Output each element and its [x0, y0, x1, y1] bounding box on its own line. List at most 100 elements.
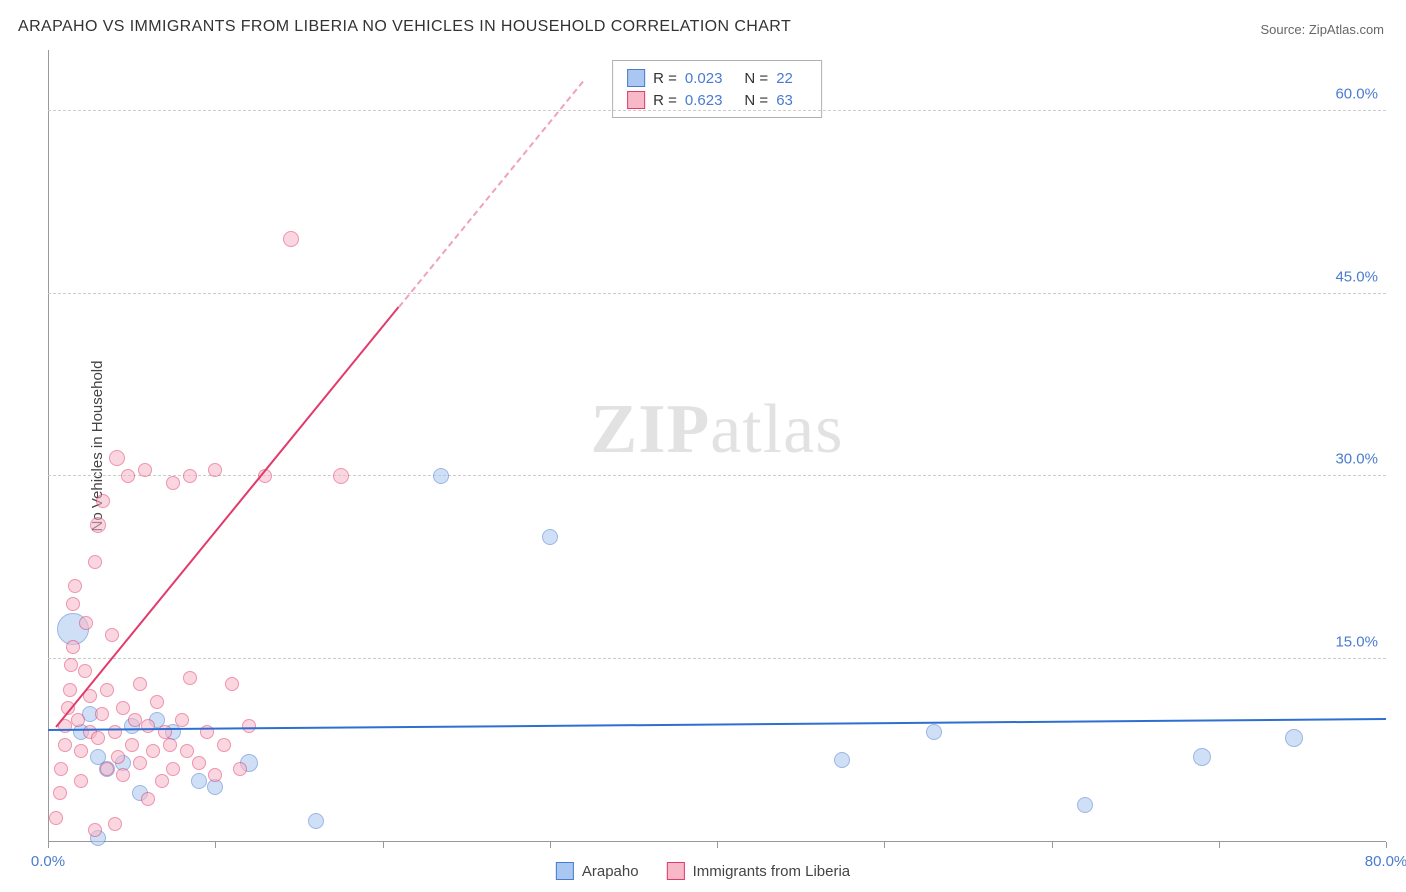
scatter-point	[208, 463, 222, 477]
scatter-point	[79, 616, 93, 630]
scatter-point	[66, 640, 80, 654]
stat-r-value: 0.023	[685, 70, 723, 87]
scatter-point	[54, 762, 68, 776]
scatter-point	[180, 744, 194, 758]
stat-n-value: 22	[776, 70, 793, 87]
y-tick-label: 45.0%	[1335, 268, 1378, 285]
gridline-horizontal	[48, 658, 1386, 659]
scatter-point	[283, 231, 299, 247]
scatter-point	[116, 768, 130, 782]
scatter-point	[1285, 729, 1303, 747]
scatter-point	[542, 529, 558, 545]
scatter-point	[834, 752, 850, 768]
scatter-point	[121, 469, 135, 483]
stat-n-value: 63	[776, 92, 793, 109]
scatter-point	[225, 677, 239, 691]
scatter-point	[78, 664, 92, 678]
scatter-point	[166, 476, 180, 490]
scatter-point	[150, 695, 164, 709]
legend-swatch	[667, 862, 685, 880]
scatter-point	[71, 713, 85, 727]
scatter-point	[111, 750, 125, 764]
x-tick-label: 80.0%	[1365, 853, 1406, 870]
y-axis-line	[48, 50, 49, 842]
stat-n-label: N =	[744, 92, 768, 109]
legend-label: Arapaho	[582, 863, 639, 880]
scatter-point	[128, 713, 142, 727]
gridline-horizontal	[48, 293, 1386, 294]
plot-region: ZIPatlas R =0.023N =22R =0.623N =63 15.0…	[48, 50, 1386, 842]
x-tick	[717, 842, 718, 848]
stat-r-label: R =	[653, 92, 677, 109]
scatter-point	[175, 713, 189, 727]
scatter-point	[105, 628, 119, 642]
x-tick	[1052, 842, 1053, 848]
scatter-point	[116, 701, 130, 715]
legend-swatch	[627, 91, 645, 109]
scatter-point	[141, 792, 155, 806]
scatter-point	[191, 773, 207, 789]
watermark-bold: ZIP	[591, 391, 711, 468]
legend-swatch	[556, 862, 574, 880]
scatter-point	[183, 469, 197, 483]
scatter-point	[96, 494, 110, 508]
scatter-point	[58, 738, 72, 752]
legend-item: Immigrants from Liberia	[667, 862, 851, 880]
scatter-point	[146, 744, 160, 758]
stat-r-label: R =	[653, 70, 677, 87]
stat-n-label: N =	[744, 70, 768, 87]
scatter-point	[141, 719, 155, 733]
scatter-point	[133, 756, 147, 770]
scatter-point	[66, 597, 80, 611]
scatter-point	[433, 468, 449, 484]
legend-item: Arapaho	[556, 862, 639, 880]
chart-area: ZIPatlas R =0.023N =22R =0.623N =63 15.0…	[48, 50, 1386, 842]
scatter-point	[208, 768, 222, 782]
y-tick-label: 60.0%	[1335, 85, 1378, 102]
scatter-point	[53, 786, 67, 800]
y-tick-label: 30.0%	[1335, 451, 1378, 468]
scatter-point	[163, 738, 177, 752]
scatter-point	[100, 683, 114, 697]
scatter-point	[1077, 797, 1093, 813]
scatter-point	[91, 731, 105, 745]
scatter-point	[926, 724, 942, 740]
scatter-point	[88, 823, 102, 837]
gridline-horizontal	[48, 475, 1386, 476]
scatter-point	[1193, 748, 1211, 766]
x-tick	[1219, 842, 1220, 848]
chart-title: ARAPAHO VS IMMIGRANTS FROM LIBERIA NO VE…	[18, 18, 791, 36]
legend-label: Immigrants from Liberia	[693, 863, 851, 880]
scatter-point	[155, 774, 169, 788]
trend-line	[398, 81, 584, 308]
scatter-point	[88, 555, 102, 569]
scatter-point	[233, 762, 247, 776]
scatter-point	[125, 738, 139, 752]
x-tick	[48, 842, 49, 848]
trend-line	[56, 306, 400, 728]
scatter-point	[74, 744, 88, 758]
scatter-point	[68, 579, 82, 593]
scatter-point	[74, 774, 88, 788]
x-tick-label: 0.0%	[31, 853, 65, 870]
scatter-point	[166, 762, 180, 776]
stats-row: R =0.623N =63	[627, 89, 807, 111]
x-tick	[215, 842, 216, 848]
scatter-point	[100, 762, 114, 776]
scatter-point	[192, 756, 206, 770]
scatter-point	[138, 463, 152, 477]
x-tick	[550, 842, 551, 848]
scatter-point	[90, 517, 106, 533]
scatter-point	[242, 719, 256, 733]
gridline-horizontal	[48, 110, 1386, 111]
bottom-legend: Arapaho Immigrants from Liberia	[556, 862, 850, 880]
scatter-point	[63, 683, 77, 697]
x-tick	[383, 842, 384, 848]
legend-swatch	[627, 69, 645, 87]
scatter-point	[183, 671, 197, 685]
scatter-point	[133, 677, 147, 691]
scatter-point	[64, 658, 78, 672]
scatter-point	[308, 813, 324, 829]
scatter-point	[333, 468, 349, 484]
scatter-point	[217, 738, 231, 752]
